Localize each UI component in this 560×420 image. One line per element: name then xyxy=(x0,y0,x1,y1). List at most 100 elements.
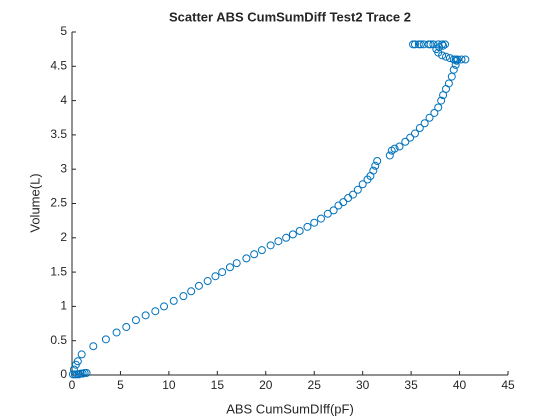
point xyxy=(410,40,419,49)
point xyxy=(438,40,447,49)
point xyxy=(295,226,304,235)
point xyxy=(232,259,241,268)
y-tick-label: 3 xyxy=(60,161,67,175)
y-tick-label: 3.5 xyxy=(50,127,67,141)
point xyxy=(395,142,404,151)
x-tick-label: 15 xyxy=(211,378,225,392)
point xyxy=(187,287,196,296)
point xyxy=(82,368,91,377)
y-tick-label: 1 xyxy=(60,299,67,313)
point xyxy=(112,328,121,337)
point xyxy=(429,40,438,49)
point xyxy=(444,79,453,88)
x-tick-label: 25 xyxy=(308,378,322,392)
point xyxy=(401,137,410,146)
x-tick-label: 5 xyxy=(117,378,124,392)
point xyxy=(274,237,283,246)
point xyxy=(266,241,275,250)
point xyxy=(453,55,462,64)
y-tick-label: 1.5 xyxy=(50,264,67,278)
point xyxy=(80,368,89,377)
point xyxy=(160,302,169,311)
point xyxy=(77,350,86,359)
y-tick-label: 4.5 xyxy=(50,58,67,72)
point xyxy=(282,233,291,242)
point xyxy=(257,246,266,255)
y-tick-label: 4 xyxy=(60,93,67,107)
point xyxy=(203,277,212,286)
point xyxy=(434,40,443,49)
point xyxy=(434,103,443,112)
y-tick-label: 2 xyxy=(60,230,67,244)
point xyxy=(329,206,338,215)
point xyxy=(373,156,382,165)
point xyxy=(449,55,458,64)
point xyxy=(410,129,419,138)
point xyxy=(414,40,423,49)
x-tick-label: 40 xyxy=(453,378,467,392)
point xyxy=(449,65,458,74)
x-tick-label: 0 xyxy=(69,378,76,392)
point xyxy=(131,316,140,325)
point xyxy=(317,214,326,223)
point xyxy=(303,222,312,231)
point xyxy=(69,365,78,374)
point xyxy=(461,55,470,64)
x-tick-label: 30 xyxy=(356,378,370,392)
x-axis-label: ABS CumSumDIff(pF) xyxy=(226,401,354,416)
point xyxy=(70,370,79,379)
point xyxy=(425,113,434,122)
point xyxy=(122,322,131,331)
point xyxy=(218,268,227,277)
point xyxy=(420,119,429,128)
point xyxy=(151,307,160,316)
x-tick-label: 45 xyxy=(501,378,515,392)
point xyxy=(457,55,466,64)
point xyxy=(323,209,332,218)
y-tick-label: 0.5 xyxy=(50,333,67,347)
point xyxy=(451,60,460,69)
point xyxy=(430,108,439,117)
point xyxy=(415,124,424,133)
point xyxy=(250,250,259,259)
point xyxy=(288,230,297,239)
point xyxy=(385,151,394,160)
y-tick-label: 2.5 xyxy=(50,196,67,210)
point xyxy=(445,54,454,63)
point xyxy=(424,40,433,49)
point xyxy=(242,254,251,263)
point xyxy=(339,198,348,207)
point xyxy=(439,41,448,50)
point xyxy=(225,263,234,272)
point xyxy=(348,190,357,199)
point xyxy=(353,185,362,194)
point xyxy=(358,180,367,189)
point xyxy=(406,133,415,142)
y-axis-label: Volume(L) xyxy=(27,173,42,232)
x-tick-label: 35 xyxy=(404,378,418,392)
point xyxy=(141,311,150,320)
x-tick-label: 10 xyxy=(162,378,176,392)
point xyxy=(390,144,399,153)
point xyxy=(437,96,446,105)
y-tick-label: 0 xyxy=(60,367,67,381)
point xyxy=(371,161,380,170)
point xyxy=(89,342,98,351)
point xyxy=(194,281,203,290)
point xyxy=(451,55,460,64)
point xyxy=(441,52,450,61)
point xyxy=(169,296,178,305)
point xyxy=(101,335,110,344)
point xyxy=(73,357,82,366)
x-tick-label: 20 xyxy=(259,378,273,392)
point xyxy=(310,218,319,227)
point xyxy=(68,370,77,379)
point xyxy=(76,369,85,378)
point xyxy=(409,40,418,49)
point xyxy=(369,166,378,175)
point xyxy=(179,292,188,301)
point xyxy=(211,272,220,281)
y-tick-label: 5 xyxy=(60,24,67,38)
point xyxy=(426,40,435,49)
